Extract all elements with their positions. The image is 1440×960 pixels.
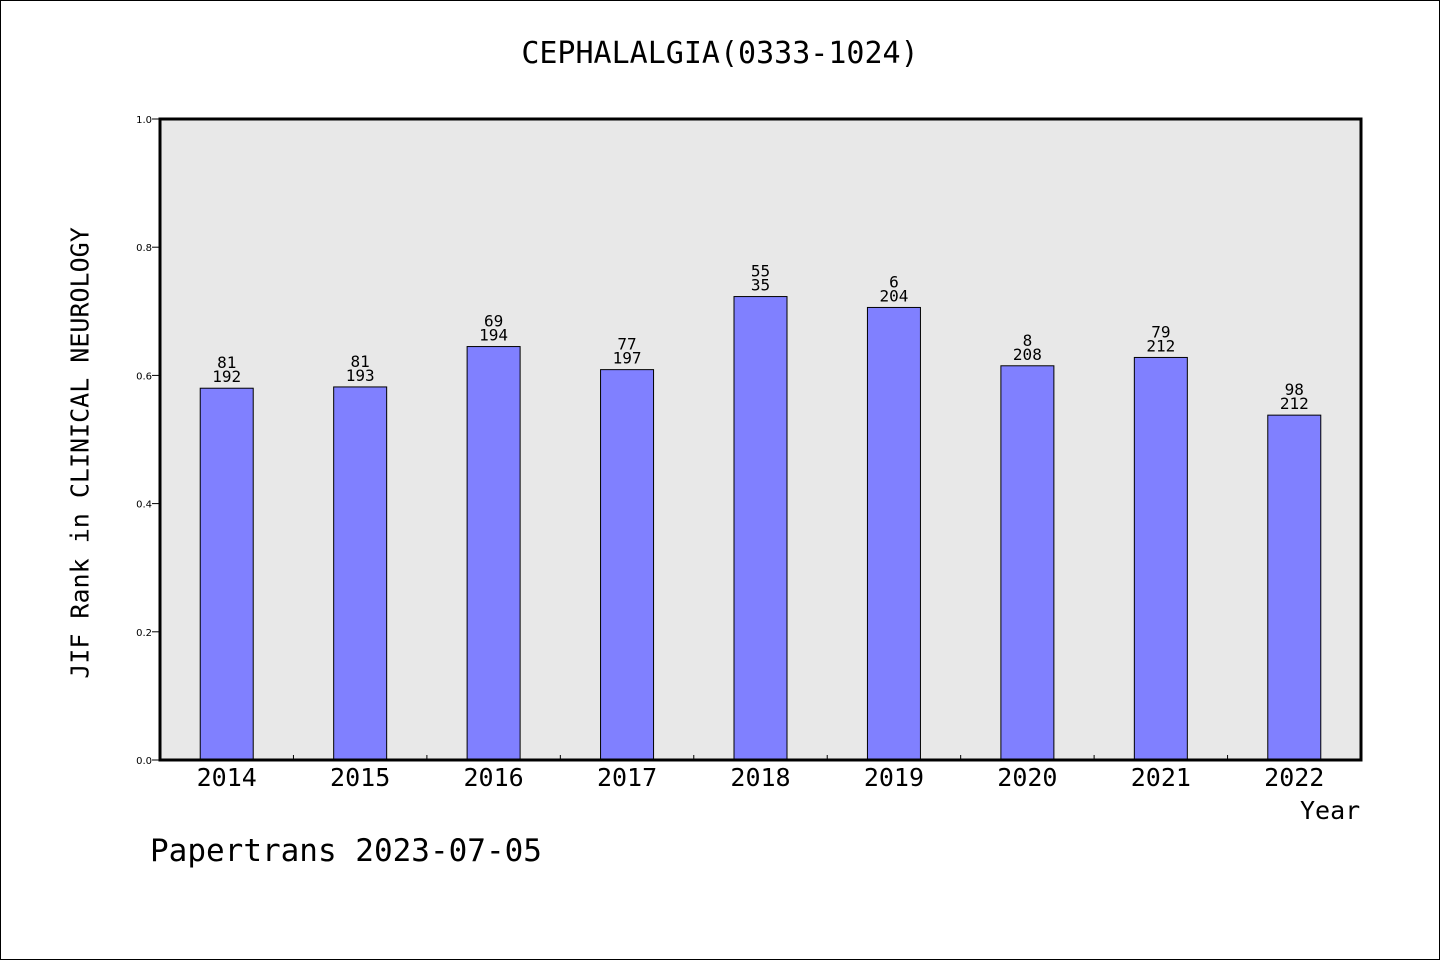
y-tick-label: 0.4 xyxy=(136,500,152,511)
bar-total-label: 192 xyxy=(212,367,241,386)
bar-rank-label: 79 xyxy=(1151,322,1170,341)
bar xyxy=(1133,356,1188,761)
x-tick-label: 2018 xyxy=(730,763,790,792)
bar-rank-label: 69 xyxy=(484,312,503,331)
bar-total-label: 204 xyxy=(879,286,908,305)
y-tick-label: 0.6 xyxy=(136,371,152,382)
y-tick-label: 0.8 xyxy=(136,243,152,254)
bar-total-label: 208 xyxy=(1013,345,1042,364)
footer-watermark: Papertrans 2023-07-05 xyxy=(150,833,542,869)
bar-rank-label: 55 xyxy=(751,262,770,281)
bar-rank-label: 77 xyxy=(617,335,636,354)
bar xyxy=(333,386,388,761)
bar-rank-label: 8 xyxy=(1023,331,1033,350)
x-tick-label: 2017 xyxy=(597,763,657,792)
bar xyxy=(733,296,788,761)
chart-title: CEPHALALGIA(0333-1024) xyxy=(521,36,919,71)
x-tick-label: 2022 xyxy=(1264,763,1324,792)
x-tick-label: 2021 xyxy=(1131,763,1191,792)
x-tick-label: 2019 xyxy=(864,763,924,792)
bar xyxy=(466,346,521,761)
bar xyxy=(199,387,254,761)
bar xyxy=(1267,414,1322,761)
bar-rank-label: 81 xyxy=(217,353,236,372)
y-tick-label: 0.0 xyxy=(136,756,152,767)
x-tick-label: 2015 xyxy=(330,763,390,792)
x-tick-label: 2016 xyxy=(464,763,524,792)
bar-total-label: 193 xyxy=(346,366,375,385)
bar-total-label: 197 xyxy=(613,349,642,368)
y-tick-label: 0.2 xyxy=(136,628,152,639)
bar-rank-label: 81 xyxy=(351,352,370,371)
bar-rank-label: 6 xyxy=(889,272,899,291)
bar xyxy=(866,306,921,761)
plot-border xyxy=(158,117,1363,762)
x-tick-label: 2014 xyxy=(197,763,257,792)
bar-total-label: 194 xyxy=(479,326,508,345)
x-axis-label: Year xyxy=(1300,796,1361,825)
y-tick-label: 1.0 xyxy=(136,115,152,126)
bar-rank-label: 98 xyxy=(1285,380,1304,399)
x-tick-label: 2020 xyxy=(997,763,1057,792)
bar xyxy=(1000,365,1055,761)
bar-total-label: 212 xyxy=(1146,336,1175,355)
bar-total-label: 212 xyxy=(1280,394,1309,413)
bar-total-label: 35 xyxy=(751,276,770,295)
bar xyxy=(600,369,655,761)
